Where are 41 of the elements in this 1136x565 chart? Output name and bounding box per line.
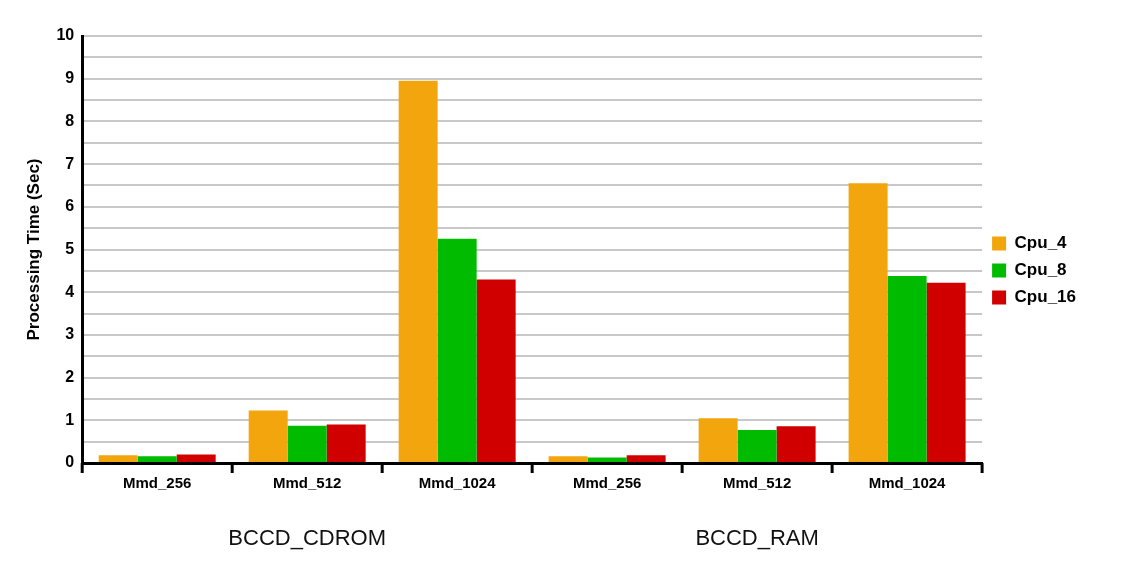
bar: [176, 454, 216, 462]
bar: [398, 80, 438, 462]
bar: [476, 279, 516, 462]
bar: [248, 410, 288, 462]
bar: [326, 424, 366, 462]
y-tick-label: 4: [65, 282, 75, 300]
bar: [137, 456, 177, 462]
y-tick-label: 2: [65, 368, 75, 386]
bar: [626, 455, 666, 462]
bar: [548, 456, 588, 462]
bar: [776, 426, 816, 462]
y-tick-label: 7: [65, 154, 75, 172]
x-tick-label: Mmd_256: [123, 474, 192, 492]
y-tick-label: 1: [65, 410, 75, 428]
x-tick-label: Mmd_256: [572, 474, 642, 492]
bar: [437, 238, 477, 462]
y-tick-label: 3: [65, 325, 75, 343]
y-tick-label: 9: [65, 69, 75, 87]
y-tick-label: 10: [56, 26, 75, 44]
bar: [98, 455, 138, 462]
x-tick-label: Mmd_1024: [868, 474, 947, 492]
y-tick-label: 8: [65, 111, 75, 129]
legend-label: Cpu_8: [1014, 260, 1067, 280]
text: BCCD_RAM: [695, 525, 819, 550]
y-axis-title: Processing Time (Sec): [23, 158, 43, 341]
y-tick-label: 6: [65, 197, 75, 215]
y-tick-label: 0: [65, 453, 75, 471]
bar: [737, 430, 777, 462]
legend-label: Cpu_4: [1014, 233, 1068, 253]
bar: [587, 457, 627, 462]
x-tick-label: Mmd_1024: [418, 474, 497, 492]
y-tick-label: 5: [65, 239, 75, 257]
text: BCCD_CDROM: [228, 525, 387, 550]
bar: [926, 282, 966, 462]
x-tick-label: Mmd_512: [272, 474, 342, 492]
legend-label: Cpu_16: [1014, 287, 1077, 307]
x-tick-label: Mmd_512: [722, 474, 792, 492]
bar: [287, 425, 327, 462]
bar: [698, 418, 738, 462]
bar: [848, 183, 888, 462]
bar: [887, 275, 927, 462]
